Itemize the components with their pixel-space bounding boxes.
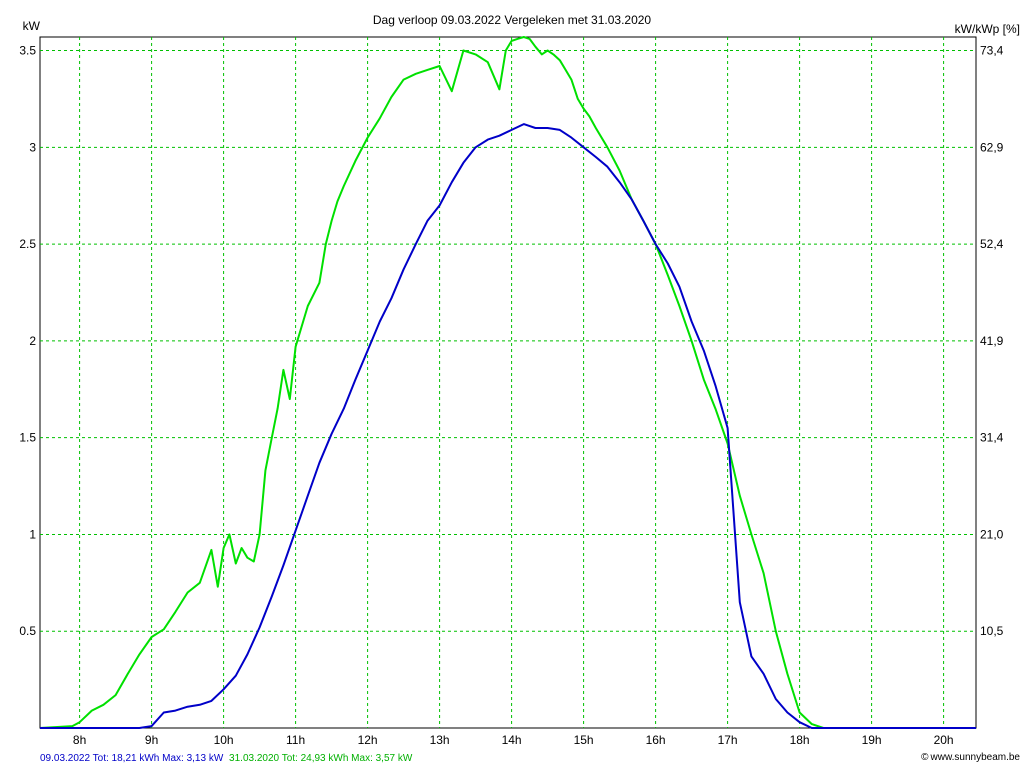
x-tick-label: 15h: [574, 733, 594, 747]
y-tick-label-right: 73,4: [980, 44, 1004, 58]
x-tick-label: 8h: [73, 733, 86, 747]
y-tick-label-left: 3.5: [19, 44, 36, 58]
plot-area: [39, 36, 977, 729]
y-tick-label-left: 2: [29, 334, 36, 348]
footer-stats-2022: 09.03.2022 Tot: 18,21 kWh Max: 3,13 kW: [40, 753, 224, 764]
footer-stats-2020: 31.03.2020 Tot: 24,93 kWh Max: 3,57 kW: [229, 753, 413, 764]
x-tick-label: 16h: [646, 733, 666, 747]
x-tick-label: 14h: [502, 733, 522, 747]
x-axis: 8h 9h 10h 11h 12h 13h 14h 15h 16h 17h 18h 19h 20h: [73, 733, 954, 747]
y-tick-label-right: 31,4: [980, 431, 1004, 445]
y-tick-label-right: 41,9: [980, 334, 1004, 348]
x-tick-label: 12h: [358, 733, 378, 747]
y-tick-label-right: 21,0: [980, 527, 1004, 541]
x-tick-label: 18h: [790, 733, 810, 747]
footer-stats: 09.03.2022 Tot: 18,21 kWh Max: 3,13 kW 3…: [40, 753, 413, 764]
y-tick-label-left: 0.5: [19, 624, 36, 638]
y-axis-right: 10,5 21,0 31,4 41,9 52,4 62,9 73,4: [980, 44, 1004, 639]
credit-link: www.sunnybeam.be: [930, 752, 1021, 763]
series-line-31-03-2020: [39, 36, 948, 729]
chart-title: Dag verloop 09.03.2022 Vergeleken met 31…: [373, 13, 652, 27]
x-tick-label: 20h: [934, 733, 954, 747]
series-line-09-03-2022: [40, 123, 976, 729]
y-tick-label-left: 1.5: [19, 431, 36, 445]
series-lines: [39, 36, 976, 729]
y-tick-label-left: 3: [29, 140, 36, 154]
y-tick-label-left: 1: [29, 527, 36, 541]
y-tick-label-right: 52,4: [980, 237, 1004, 251]
y-axis-left: 0.5 1 1.5 2 2.5 3 3.5: [19, 44, 36, 639]
y-axis-left-label: kW: [23, 19, 41, 33]
x-tick-label: 9h: [145, 733, 158, 747]
x-tick-label: 19h: [862, 733, 882, 747]
y-tick-label-right: 62,9: [980, 140, 1004, 154]
y-tick-label-right: 10,5: [980, 624, 1004, 638]
x-tick-label: 17h: [718, 733, 738, 747]
x-tick-label: 10h: [214, 733, 234, 747]
x-tick-label: 11h: [286, 733, 305, 747]
y-axis-right-label: kW/kWp [%]: [955, 22, 1020, 36]
credit: © www.sunnybeam.be: [921, 752, 1020, 763]
grid-lines: [40, 37, 976, 728]
y-tick-label-left: 2.5: [19, 237, 36, 251]
copyright-icon: ©: [921, 752, 929, 763]
x-tick-label: 13h: [430, 733, 450, 747]
